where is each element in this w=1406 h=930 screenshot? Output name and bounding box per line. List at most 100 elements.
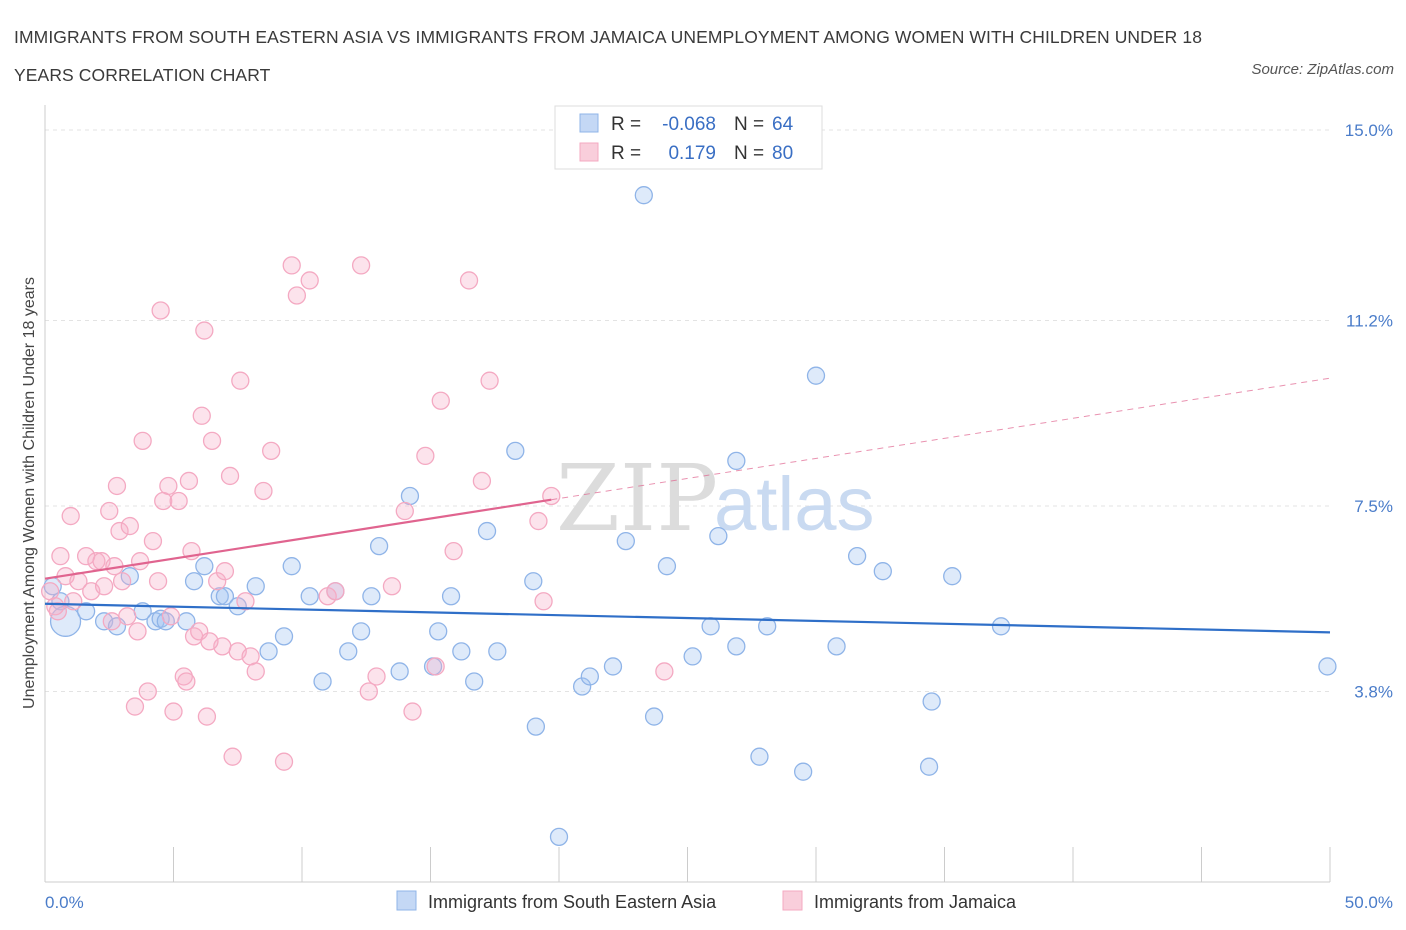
point-south-eastern-asia (351, 622, 371, 641)
point-south-eastern-asia (313, 672, 332, 691)
point-south-eastern-asia (452, 642, 471, 661)
point-south-eastern-asia (488, 642, 507, 661)
point-south-eastern-asia (683, 647, 702, 666)
point-south-eastern-asia (727, 637, 746, 656)
point-south-eastern-asia (919, 757, 939, 776)
point-jamaica (431, 391, 450, 410)
point-jamaica (655, 662, 674, 681)
point-south-eastern-asia (156, 612, 175, 631)
point-jamaica (472, 471, 492, 491)
point-jamaica (223, 747, 242, 766)
point-jamaica (529, 511, 548, 531)
point-south-eastern-asia (506, 441, 525, 461)
trend-line-jamaica (44, 498, 552, 580)
x-tick-label-max: 50.0% (1345, 893, 1393, 912)
point-south-eastern-asia (362, 587, 381, 606)
point-south-eastern-asia (429, 622, 448, 641)
chart-title: IMMIGRANTS FROM SOUTH EASTERN ASIA VS IM… (14, 27, 1203, 85)
point-south-eastern-asia (806, 366, 826, 385)
legend-n-value-asia: 64 (772, 114, 794, 135)
point-jamaica (236, 592, 255, 611)
point-south-eastern-asia (580, 667, 599, 686)
point-south-eastern-asia (549, 827, 569, 847)
point-south-eastern-asia (572, 677, 592, 696)
point-jamaica (254, 481, 273, 501)
legend-r-value-jamaica: 0.179 (668, 143, 716, 164)
point-jamaica (282, 256, 301, 275)
point-jamaica (100, 501, 119, 521)
point-jamaica (118, 607, 137, 626)
point-south-eastern-asia (991, 617, 1011, 636)
point-south-eastern-asia (184, 572, 204, 591)
legend-r-value-asia: -0.068 (662, 114, 716, 135)
point-south-eastern-asia (259, 642, 278, 661)
point-south-eastern-asia (477, 521, 497, 541)
point-jamaica (94, 577, 114, 596)
point-jamaica (64, 592, 83, 611)
y-tick-label: 15.0% (1345, 121, 1393, 140)
legend-n-value-jamaica: 80 (772, 143, 793, 164)
point-jamaica (208, 572, 227, 591)
point-south-eastern-asia (274, 627, 294, 646)
point-south-eastern-asia (847, 547, 867, 566)
point-south-eastern-asia (390, 662, 409, 681)
point-jamaica (202, 431, 222, 450)
point-jamaica (262, 441, 281, 461)
point-south-eastern-asia (750, 747, 769, 766)
y-axis-title: Unemployment Among Women with Children U… (21, 277, 38, 709)
legend-r-label-jamaica: R = (611, 143, 641, 164)
point-jamaica (148, 572, 168, 591)
point-jamaica (326, 582, 345, 601)
point-jamaica (151, 301, 170, 320)
x-tick-label-min: 0.0% (45, 893, 84, 912)
point-jamaica (426, 657, 445, 676)
bottom-legend-label-asia: Immigrants from South Eastern Asia (428, 892, 717, 912)
point-jamaica (110, 521, 129, 541)
point-jamaica (197, 707, 217, 726)
point-south-eastern-asia (701, 617, 720, 636)
point-jamaica (133, 431, 152, 450)
point-jamaica (48, 602, 67, 621)
point-south-eastern-asia (215, 587, 235, 606)
point-south-eastern-asia (657, 557, 677, 576)
watermark-atlas: atlas (714, 462, 875, 547)
point-jamaica (542, 486, 561, 506)
point-south-eastern-asia (300, 587, 319, 606)
point-jamaica (220, 466, 240, 486)
point-south-eastern-asia (524, 572, 543, 591)
watermark-zip: ZIP (556, 445, 718, 552)
point-jamaica (300, 271, 319, 290)
point-jamaica (480, 371, 499, 390)
point-jamaica (359, 682, 378, 701)
point-jamaica (107, 476, 127, 496)
point-south-eastern-asia (709, 526, 728, 546)
point-jamaica (534, 592, 553, 611)
point-jamaica (143, 531, 163, 551)
point-south-eastern-asia (922, 692, 941, 711)
point-jamaica (200, 632, 219, 651)
point-south-eastern-asia (526, 717, 546, 736)
point-jamaica (164, 702, 183, 721)
point-south-eastern-asia (246, 577, 265, 596)
point-south-eastern-asia (282, 557, 301, 576)
point-south-eastern-asia (339, 642, 358, 661)
y-tick-label: 7.5% (1354, 497, 1393, 516)
point-south-eastern-asia (794, 762, 813, 781)
bottom-legend: Immigrants from South Eastern Asia Immig… (396, 890, 1017, 912)
legend-r-label-asia: R = (611, 114, 641, 135)
point-south-eastern-asia (210, 587, 229, 606)
series-jamaica (40, 256, 674, 771)
point-south-eastern-asia (465, 672, 484, 691)
legend-swatch-asia (579, 113, 599, 133)
point-jamaica (125, 697, 145, 716)
point-south-eastern-asia (369, 536, 389, 556)
point-south-eastern-asia (727, 451, 746, 471)
top-legend-box (554, 105, 823, 170)
point-jamaica (274, 752, 294, 771)
point-south-eastern-asia (634, 186, 653, 205)
point-south-eastern-asia (943, 567, 962, 586)
point-jamaica (120, 516, 139, 536)
point-jamaica (169, 491, 188, 511)
point-jamaica (246, 662, 265, 681)
